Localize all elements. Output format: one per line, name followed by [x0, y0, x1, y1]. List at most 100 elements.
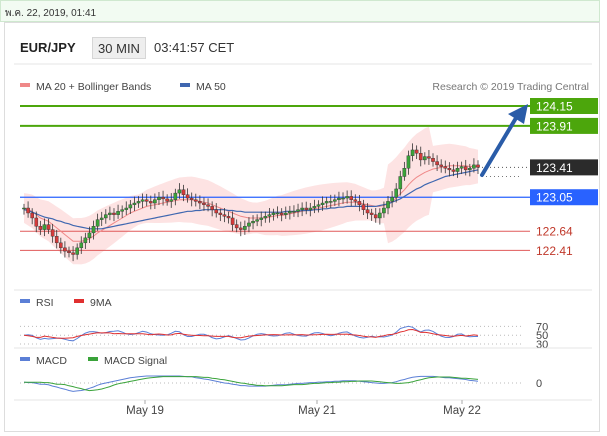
- candle-68: [300, 202, 304, 217]
- candle-88: [382, 201, 386, 218]
- candle-58: [259, 211, 264, 227]
- moving-averages: [23, 165, 479, 242]
- candle-94: [406, 150, 411, 175]
- candle-73: [320, 196, 325, 211]
- candle-92: [398, 170, 403, 196]
- candle-76: [333, 194, 337, 206]
- level-box-1: [530, 117, 598, 134]
- candle-15: [83, 232, 88, 249]
- rsi-ma-line: [23, 328, 479, 339]
- ma20-swatch: [20, 83, 30, 87]
- legend-macd-signal: MACD Signal: [104, 355, 167, 367]
- candle-91: [394, 183, 398, 203]
- candle-38: [177, 183, 182, 199]
- macd-indicator: 0: [20, 375, 542, 392]
- candle-3: [34, 211, 39, 233]
- candle-96: [414, 145, 419, 160]
- bollinger-band: [24, 126, 478, 265]
- ma50-swatch: [180, 83, 190, 87]
- candle-87: [378, 208, 382, 225]
- level-label-1: 123.91: [536, 119, 573, 133]
- candle-93: [402, 161, 407, 181]
- timestamp-bar: พ.ค. 22, 2019, 01:41: [0, 0, 600, 22]
- level-box-3: [530, 189, 598, 206]
- candle-61: [271, 208, 276, 221]
- level-box-0: [530, 98, 598, 114]
- ma50-line: [23, 169, 479, 230]
- candle-111: [476, 160, 480, 174]
- candle-49: [222, 208, 227, 223]
- candle-108: [463, 159, 468, 176]
- candle-6: [46, 218, 51, 234]
- candlesticks: [22, 143, 480, 262]
- price-levels: [20, 105, 530, 251]
- macd-swatch: [20, 357, 30, 361]
- level-label-3: 123.05: [536, 191, 573, 205]
- candle-83: [361, 199, 366, 215]
- macd-tick-0: 0: [536, 378, 542, 390]
- candle-29: [140, 193, 145, 209]
- candle-53: [238, 221, 243, 237]
- candle-13: [75, 243, 79, 260]
- candle-31: [148, 195, 153, 210]
- candle-51: [230, 211, 235, 232]
- timeframe-selector[interactable]: 30 MIN: [92, 37, 146, 59]
- candle-0: [22, 203, 26, 215]
- bollinger-band-area: [24, 126, 478, 265]
- forecast-arrow: [480, 104, 528, 177]
- candle-11: [67, 246, 71, 258]
- candle-103: [443, 160, 448, 174]
- candle-1: [26, 201, 30, 218]
- candle-27: [132, 196, 137, 211]
- legend-ma20: MA 20 + Bollinger Bands: [36, 81, 151, 93]
- candle-65: [288, 205, 292, 220]
- candle-5: [42, 218, 47, 237]
- candle-28: [136, 196, 141, 208]
- candle-36: [169, 193, 174, 208]
- candle-9: [59, 237, 63, 254]
- candle-34: [161, 190, 165, 206]
- x-label-2: May 22: [443, 405, 481, 417]
- candle-32: [153, 193, 157, 209]
- candle-14: [79, 236, 84, 254]
- candle-50: [226, 211, 231, 224]
- rsi-tick-0: 70: [536, 321, 548, 333]
- candle-43: [198, 195, 202, 210]
- candle-67: [296, 203, 300, 218]
- rsi-ma-swatch: [74, 299, 84, 303]
- candle-35: [165, 194, 169, 206]
- rsi-tick-2: 30: [536, 339, 548, 351]
- candle-25: [124, 201, 129, 215]
- candle-66: [292, 205, 296, 217]
- candle-62: [275, 206, 280, 219]
- candle-39: [181, 184, 186, 202]
- x-axis: May 19 May 21 May 22: [126, 400, 481, 417]
- candle-41: [189, 192, 194, 207]
- candle-100: [431, 153, 435, 167]
- macd-signal-line: [24, 376, 479, 392]
- candle-57: [255, 214, 259, 227]
- candle-110: [472, 158, 476, 173]
- rsi-tick-1: 50: [536, 330, 548, 342]
- candle-21: [108, 206, 112, 221]
- candle-47: [214, 203, 219, 218]
- candle-80: [349, 190, 354, 207]
- candle-86: [373, 208, 378, 223]
- x-label-1: May 21: [298, 405, 336, 417]
- candle-78: [341, 192, 345, 204]
- level-label-4: 122.64: [536, 225, 573, 239]
- candle-74: [324, 196, 329, 209]
- level-label-5: 122.41: [536, 244, 573, 258]
- candle-23: [116, 204, 120, 219]
- candle-90: [390, 191, 394, 208]
- currency-pair: EUR/JPY: [20, 40, 76, 55]
- timestamp: พ.ค. 22, 2019, 01:41: [5, 8, 97, 19]
- candle-63: [279, 208, 284, 222]
- candle-105: [451, 164, 456, 177]
- candle-48: [218, 208, 223, 222]
- candle-20: [104, 209, 108, 224]
- candle-82: [357, 194, 362, 212]
- candle-89: [386, 196, 390, 215]
